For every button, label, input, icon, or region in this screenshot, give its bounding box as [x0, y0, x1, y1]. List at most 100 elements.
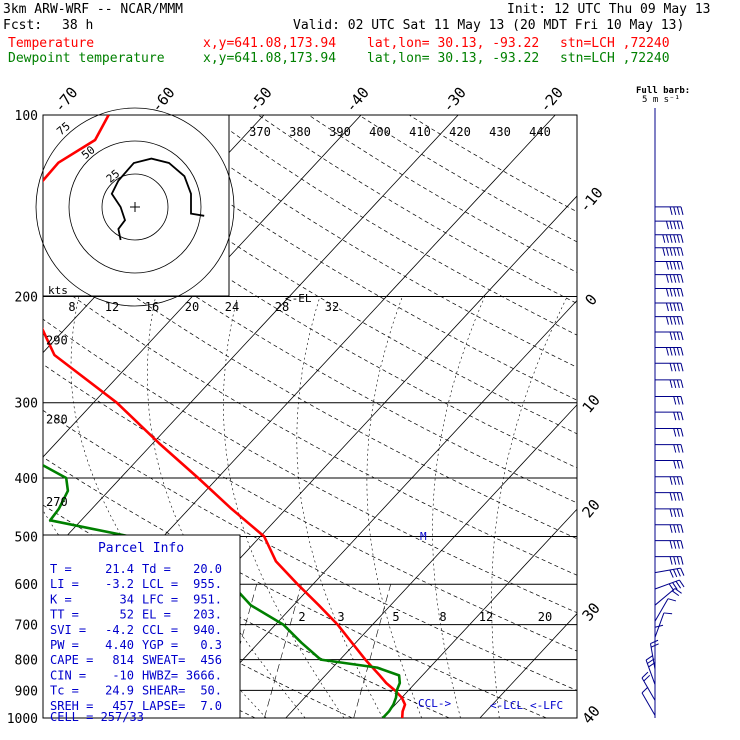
- parcel-info-cell: -4.2: [105, 623, 134, 637]
- hodograph-ring-label: 75: [54, 120, 73, 138]
- hodograph-frame: [42, 114, 230, 297]
- forecast-hour: 38 h: [62, 18, 94, 33]
- mixing-ratio-label: 3: [337, 610, 344, 624]
- theta-e-label: 16: [145, 300, 159, 314]
- parcel-info-cell: 4.40: [105, 638, 134, 652]
- moist-adiabat-line: [296, 296, 384, 718]
- parcel-info-cell: SHEAR=: [142, 684, 185, 698]
- dewpoint-legend: Dewpoint temperature: [8, 51, 165, 66]
- parcel-info-cell: Td =: [142, 562, 171, 576]
- parcel-info-cell: 34: [120, 592, 134, 606]
- temperature-tick-label: -70: [50, 84, 81, 116]
- temperature-tick-label: 20: [578, 496, 603, 521]
- wind-barb: [655, 556, 684, 565]
- mixing-ratio-label: 8: [439, 610, 446, 624]
- parcel-info-cell: 24.9: [105, 684, 134, 698]
- pressure-tick-label: 100: [15, 109, 38, 124]
- wind-barb: [655, 540, 684, 549]
- parcel-info-cell: CAPE =: [50, 653, 93, 667]
- dewpoint-xy: x,y=641.08,173.94: [203, 51, 337, 66]
- dry-adiabat-line: [107, 115, 577, 401]
- mixing-ratio-label: 2: [298, 610, 305, 624]
- mixing-ratio-label: 5: [392, 610, 399, 624]
- wind-barb: [655, 362, 684, 372]
- wind-barb: [655, 379, 684, 389]
- temperature-tick-label: -60: [147, 84, 178, 116]
- hodograph-ring: [35, 107, 235, 307]
- temperature-tick-label: 0: [581, 291, 601, 309]
- init-time: Init: 12 UTC Thu 09 May 13: [507, 2, 711, 17]
- wind-barb: [655, 302, 684, 312]
- parcel-info-cell: LCL =: [142, 577, 178, 591]
- parcel-info-cell: 0.3: [200, 638, 222, 652]
- isotherm-line: [479, 613, 577, 718]
- isotherm-line: [188, 299, 577, 718]
- parcel-info-cell: 7.0: [200, 699, 222, 713]
- parcel-info-cell: 50.: [200, 684, 222, 698]
- isotherm-line: [382, 508, 577, 718]
- wind-barb: [655, 331, 684, 341]
- temperature-tick-label: -50: [245, 84, 276, 116]
- dry-adiabat-line: [157, 115, 577, 368]
- wind-barb: [654, 598, 677, 622]
- hodograph-ring: [101, 173, 169, 241]
- isotherm-line: [674, 115, 740, 718]
- temperature-xy: x,y=641.08,173.94: [203, 36, 337, 51]
- theta-label: 430: [489, 125, 511, 139]
- theta-e-label: 24: [225, 300, 239, 314]
- temperature-trace: [43, 115, 407, 718]
- parcel-info-cell: -3.2: [105, 577, 134, 591]
- wind-barb: [655, 459, 684, 469]
- parcel-info-cell: T =: [50, 562, 72, 576]
- pressure-tick-label: 1000: [7, 712, 38, 727]
- dry-adiabat-line: [57, 115, 577, 435]
- wind-barb: [655, 206, 684, 215]
- wind-barb: [655, 347, 684, 356]
- wind-barb: [655, 411, 684, 421]
- parcel-info-cell: Tc =: [50, 684, 79, 698]
- temperature-tick-label: -10: [576, 184, 607, 216]
- wind-barb: [641, 671, 656, 701]
- wind-barb: [655, 288, 684, 297]
- level-marker-label: CCL->: [418, 697, 451, 710]
- wind-barb: [655, 316, 684, 325]
- temperature-latlon: lat,lon= 30.13, -93.22: [367, 36, 540, 51]
- theta-label: 280: [46, 413, 68, 427]
- level-marker-label: M: [420, 530, 427, 543]
- isobar-grid: [42, 114, 578, 719]
- wind-barb: [654, 624, 664, 654]
- moist-adiabat-line: [223, 296, 345, 718]
- dry-adiabat-line: [43, 553, 353, 718]
- wind-barb: [655, 234, 684, 243]
- pressure-tick-label: 600: [15, 578, 38, 593]
- theta-label: 380: [289, 125, 311, 139]
- theta-e-label: 20: [185, 300, 199, 314]
- parcel-info-cell: 21.4: [105, 562, 134, 576]
- pressure-tick-label: 800: [15, 654, 38, 669]
- wind-barb: [654, 579, 685, 591]
- parcel-info-cell: -10: [112, 668, 134, 682]
- dry-adiabat-line: [43, 456, 547, 718]
- parcel-info-cell: 52: [120, 608, 134, 622]
- moist-adiabat-line: [491, 296, 568, 718]
- parcel-info-title: Parcel Info: [98, 541, 184, 556]
- theta-label: 410: [409, 125, 431, 139]
- isotherm-line: [43, 115, 362, 458]
- hodograph-ring: [68, 140, 202, 274]
- pressure-tick-label: 200: [15, 291, 38, 306]
- parcel-info-cell: TT =: [50, 608, 79, 622]
- parcel-info-cell: EL =: [142, 608, 171, 622]
- parcel-info-cell: 940.: [193, 623, 222, 637]
- model-title: 3km ARW-WRF -- NCAR/MMM: [3, 2, 184, 17]
- dewpoint-trace: [43, 463, 402, 718]
- theta-e-label: 12: [105, 300, 119, 314]
- moist-adiabat-line: [432, 296, 486, 718]
- parcel-info-cell: YGP =: [142, 638, 178, 652]
- temperature-station: stn=LCH ,72240: [560, 36, 670, 51]
- theta-label: 400: [369, 125, 391, 139]
- parcel-info-cell: HWBZ=: [142, 668, 178, 682]
- wind-barb: [655, 427, 684, 437]
- parcel-info-cell: LFC =: [142, 592, 178, 606]
- parcel-info-cell: PW =: [50, 638, 79, 652]
